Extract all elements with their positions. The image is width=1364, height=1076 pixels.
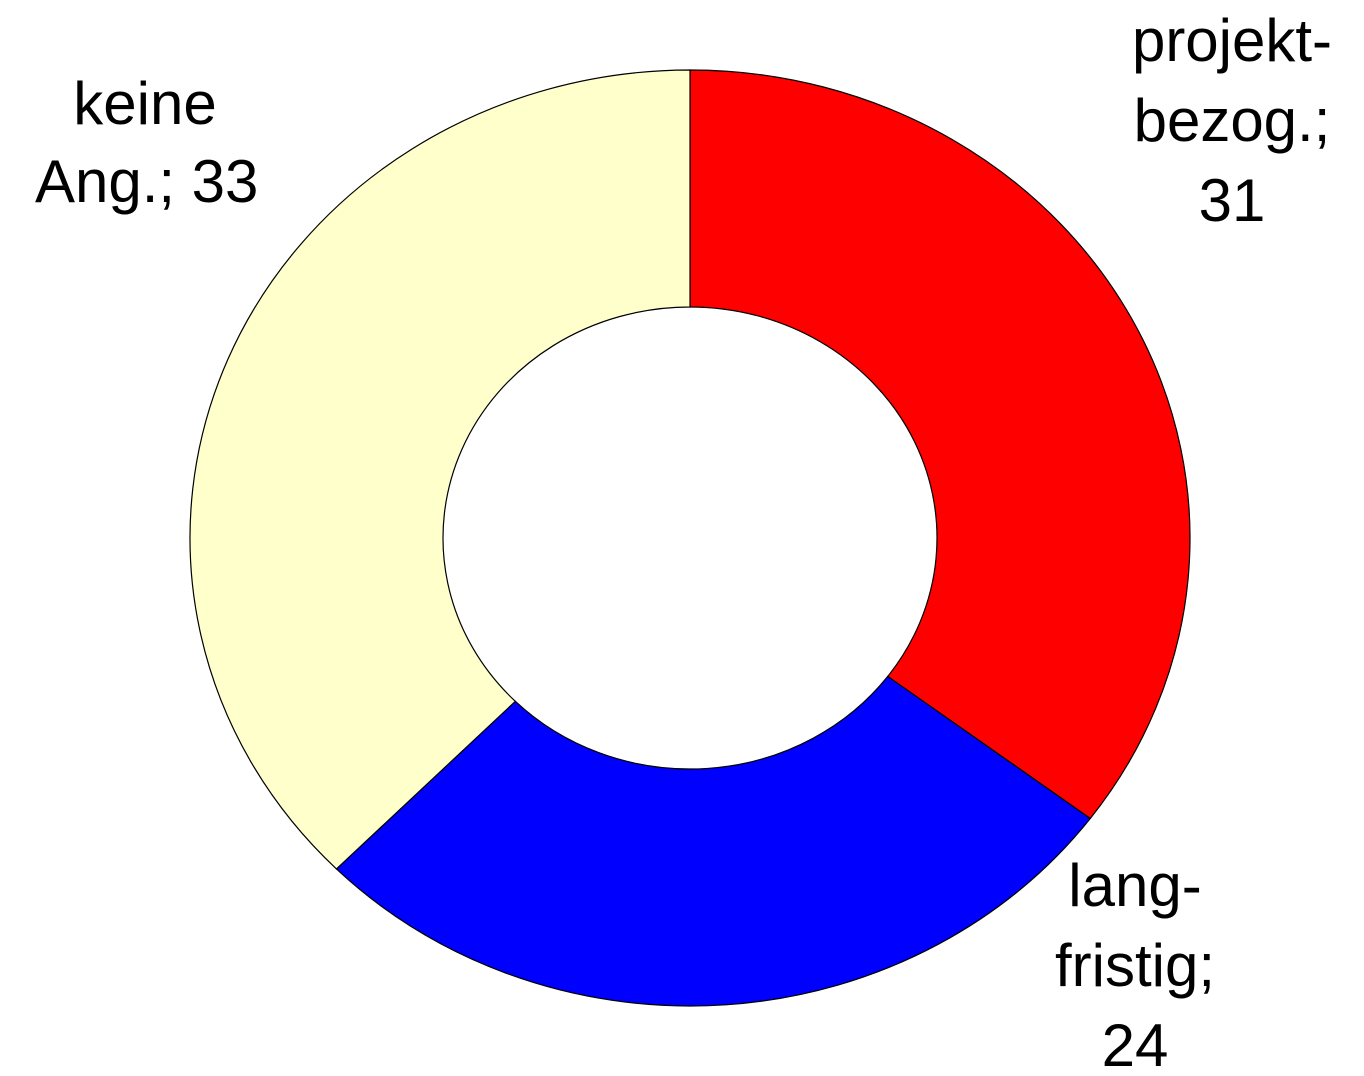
donut-slice	[689, 69, 1191, 820]
label-line: projekt-	[1132, 7, 1332, 74]
value-label: 31	[1199, 167, 1266, 234]
label-line: Ang.;	[35, 148, 175, 215]
label-line: keine	[73, 70, 216, 137]
value-label: 24	[1102, 1012, 1169, 1076]
donut-slice	[335, 675, 1092, 1007]
category-label: projekt-bezog.;	[1132, 7, 1332, 154]
label-line: lang-	[1068, 852, 1201, 919]
donut-slice	[189, 69, 691, 870]
label-line: fristig;	[1055, 932, 1215, 999]
label-line: bezog.;	[1134, 87, 1331, 154]
category-label: lang-fristig;	[1055, 852, 1215, 999]
category-label: keine Ang.;	[35, 70, 217, 215]
value-label: 33	[192, 148, 259, 215]
